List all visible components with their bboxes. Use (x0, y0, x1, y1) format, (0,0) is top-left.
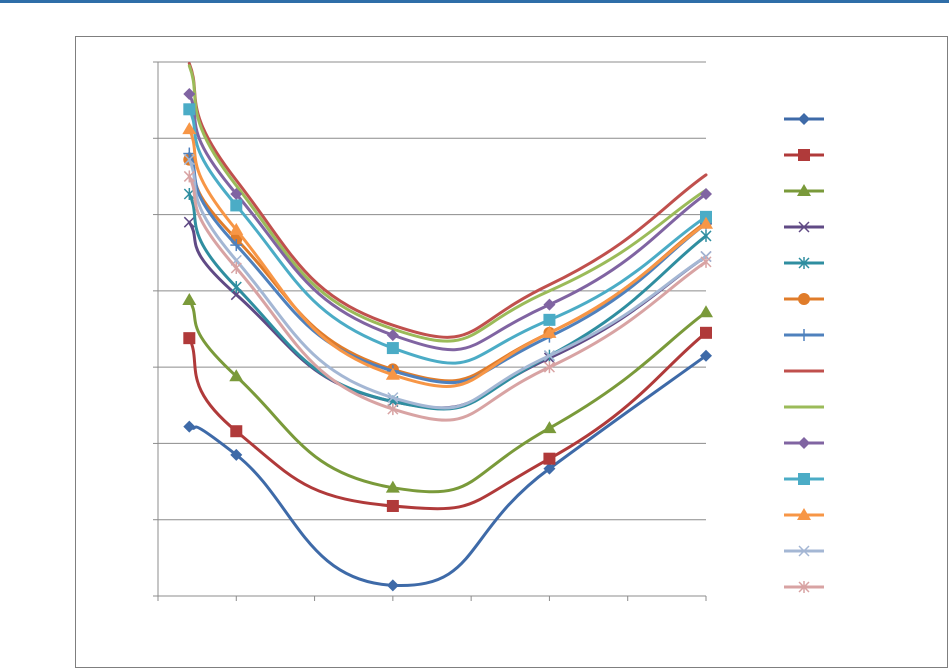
x-marker-stroke (387, 392, 399, 404)
triangle-marker (385, 480, 400, 493)
legend-item-1 (784, 113, 824, 125)
square-marker (183, 332, 196, 345)
series-line (187, 354, 708, 587)
series-3 (182, 293, 713, 494)
diamond-marker (230, 187, 243, 200)
diamond-marker (230, 448, 243, 461)
x-marker (183, 216, 195, 228)
triangle-marker (699, 305, 713, 318)
top-accent-line (0, 0, 949, 3)
triangle-marker (699, 216, 713, 229)
legend-item-13 (784, 545, 824, 557)
triangle-marker (542, 325, 557, 338)
triangle-marker (542, 421, 557, 434)
legend-item-11 (784, 473, 824, 485)
triangle-marker (229, 222, 244, 235)
series-14 (183, 170, 712, 422)
plus-marker (230, 239, 243, 252)
series-9 (187, 64, 708, 343)
axes (153, 61, 707, 601)
series-11 (183, 103, 712, 365)
x-marker-stroke (183, 216, 195, 228)
legend-item-7 (784, 329, 824, 341)
diamond-marker (386, 579, 399, 592)
series-line (187, 298, 708, 494)
square-marker (230, 425, 243, 438)
series-line (187, 152, 708, 385)
square-marker (386, 499, 399, 512)
square-marker (798, 473, 810, 485)
x-marker-stroke (798, 221, 810, 233)
triangle-marker (182, 293, 197, 306)
series-1 (183, 349, 712, 592)
diamond-marker (700, 349, 712, 362)
x-marker (543, 350, 555, 362)
asterisk-marker (230, 261, 242, 274)
series-10 (183, 88, 712, 352)
square-marker (386, 342, 399, 355)
legend-item-5 (784, 257, 824, 269)
gridlines (158, 61, 706, 521)
series-8 (187, 62, 708, 339)
square-marker (230, 199, 243, 212)
square-marker (183, 103, 196, 116)
asterisk-marker (543, 361, 555, 374)
x-marker-stroke (543, 350, 555, 362)
diamond-marker (183, 420, 196, 433)
diamond-marker (543, 298, 556, 311)
series-line (187, 62, 708, 339)
diamond-marker (700, 187, 712, 200)
legend-item-2 (784, 149, 824, 161)
series-line (187, 331, 708, 511)
legend-item-4 (784, 221, 824, 233)
legend (784, 113, 824, 593)
asterisk-marker (798, 581, 810, 593)
x-marker (798, 545, 810, 557)
x-marker-stroke (183, 154, 195, 166)
square-marker (543, 313, 556, 326)
asterisk-marker (387, 403, 399, 416)
series-line (187, 158, 708, 410)
legend-item-6 (784, 293, 824, 305)
diamond-marker (543, 462, 556, 475)
diamond-marker (798, 113, 810, 125)
diamond-marker (386, 329, 399, 342)
asterisk-marker (798, 257, 810, 269)
square-marker (543, 452, 556, 465)
asterisk-marker (700, 255, 712, 268)
legend-item-10 (784, 437, 824, 449)
legend-item-3 (784, 184, 824, 196)
x-marker (798, 221, 810, 233)
series-line (187, 64, 708, 343)
series-13 (183, 154, 712, 410)
triangle-marker (797, 508, 811, 520)
square-marker (798, 149, 810, 161)
x-marker-stroke (798, 545, 810, 557)
asterisk-marker (183, 170, 195, 183)
square-marker (700, 326, 712, 339)
legend-item-14 (784, 581, 824, 593)
series-12 (182, 122, 713, 388)
asterisk-marker (230, 281, 242, 294)
plot-area (182, 62, 713, 592)
legend-item-12 (784, 508, 824, 520)
plus-marker (798, 329, 810, 341)
diamond-marker (183, 88, 196, 101)
triangle-marker (385, 367, 400, 380)
circle-marker (798, 293, 810, 305)
triangle-marker (182, 122, 197, 135)
diamond-marker (798, 437, 810, 449)
series-line (187, 192, 708, 411)
triangle-marker (797, 184, 811, 196)
x-marker (387, 392, 399, 404)
series-6 (183, 153, 712, 383)
x-marker (183, 154, 195, 166)
asterisk-marker (700, 229, 712, 242)
series-2 (183, 326, 712, 512)
triangle-marker (229, 369, 244, 382)
